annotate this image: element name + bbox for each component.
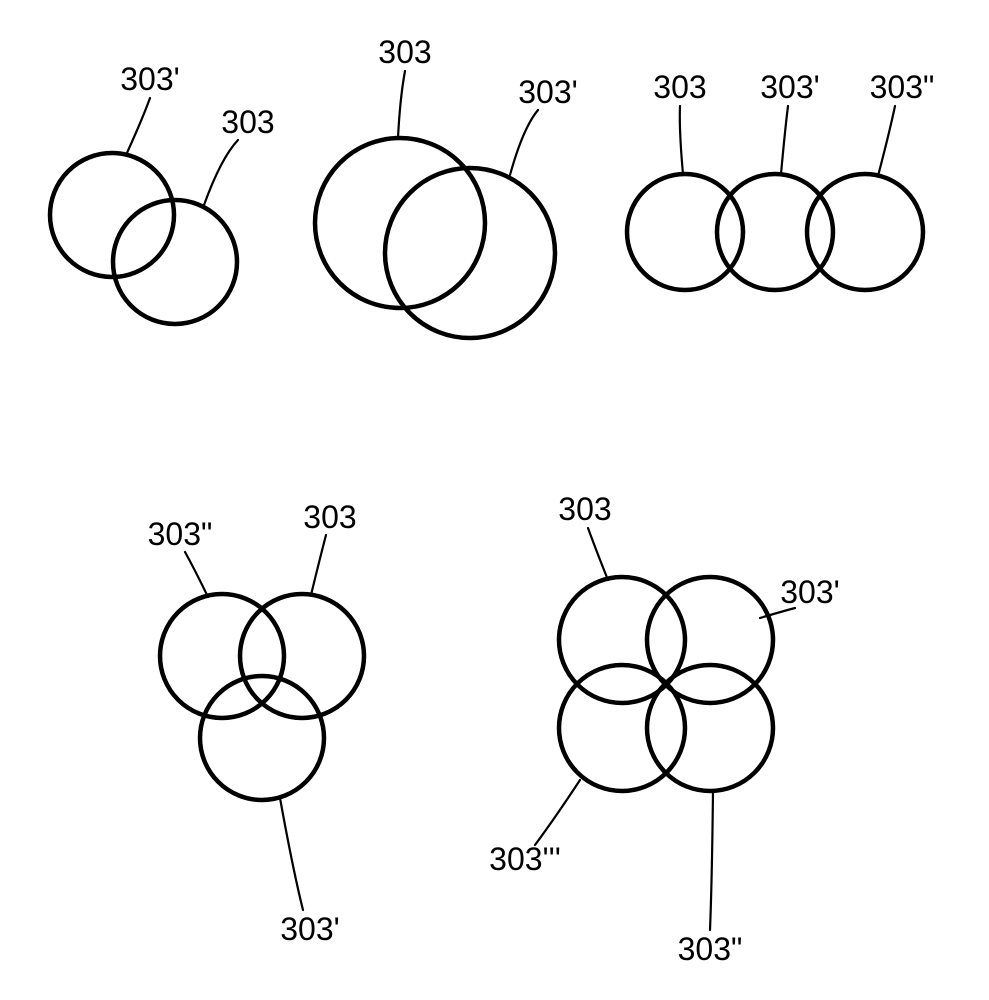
- callout-label: 303: [558, 491, 611, 527]
- callout-label: 303': [760, 69, 820, 105]
- callout-label: 303: [303, 499, 356, 535]
- callout-label: 303''': [489, 841, 561, 877]
- callout-label: 303: [653, 69, 706, 105]
- callout-label: 303": [870, 69, 935, 105]
- callout-label: 303': [280, 911, 340, 947]
- callout-label: 303: [378, 34, 431, 70]
- callout-label: 303": [678, 931, 743, 967]
- callout-label: 303': [780, 574, 840, 610]
- callout-label: 303': [518, 74, 578, 110]
- callout-label: 303: [221, 104, 274, 140]
- callout-label: 303": [148, 516, 213, 552]
- callout-label: 303': [120, 61, 180, 97]
